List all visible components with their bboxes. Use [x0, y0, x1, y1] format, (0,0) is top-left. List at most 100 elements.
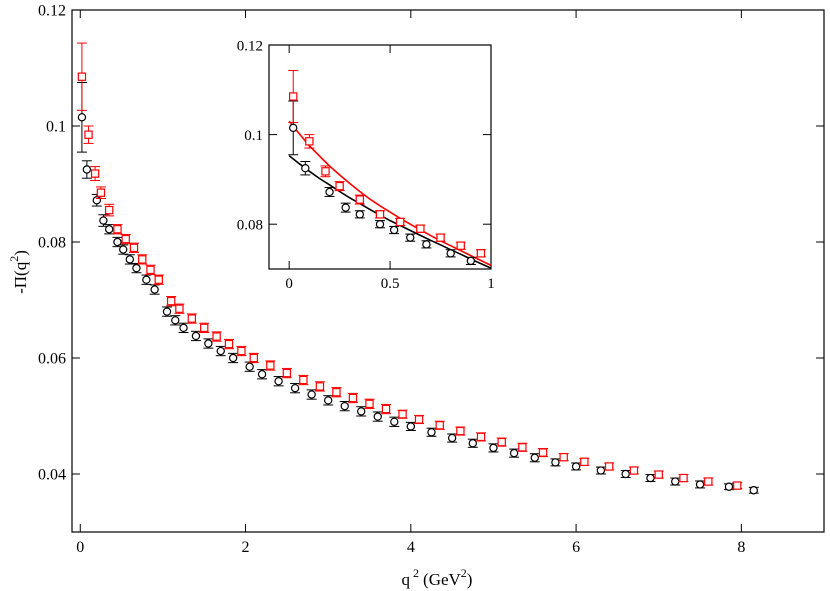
main-x-tick-label: 8 — [737, 539, 745, 556]
main-x-tick-label: 0 — [76, 539, 84, 556]
inset-x-axis: 0 0.5 1 — [285, 45, 495, 292]
main-point-square — [77, 72, 87, 81]
main-series-group — [76, 42, 759, 495]
inset-point-circle — [406, 233, 415, 242]
main-point-square — [237, 346, 246, 356]
main-point-circle — [274, 377, 283, 386]
y-axis-title-main: -Π(q — [11, 261, 30, 294]
main-point-circle — [150, 285, 159, 294]
main-point-square — [212, 332, 221, 341]
main-point-circle — [427, 428, 436, 437]
main-point-square — [266, 361, 275, 370]
main-point-circle — [373, 412, 382, 421]
inset-point-square — [321, 167, 330, 176]
main-y-axis: 0.04 0.06 0.08 0.1 0.12 — [38, 3, 824, 484]
inset-plot-frame — [268, 44, 492, 270]
main-point-square — [166, 296, 176, 306]
inset-point-square — [476, 249, 486, 258]
main-point-circle — [695, 480, 705, 489]
main-point-square — [398, 410, 407, 419]
inset-point-circle — [301, 163, 310, 173]
x-axis-title-unit: (GeV — [423, 570, 461, 589]
main-point-square — [580, 457, 589, 467]
main-point-square — [381, 404, 391, 414]
main-point-circle — [99, 216, 108, 225]
main-point-square — [348, 393, 358, 403]
main-point-square — [476, 432, 486, 442]
inset-point-square — [456, 241, 465, 250]
main-point-square — [154, 275, 163, 284]
inset-point-square — [289, 92, 298, 101]
inset-point-circle — [355, 210, 365, 219]
inset-point-circle — [325, 187, 334, 197]
main-y-tick-label: 0.04 — [38, 467, 66, 484]
main-point-circle — [307, 390, 316, 399]
main-point-square — [365, 399, 374, 409]
x-axis-title-sup: 2 — [413, 566, 419, 580]
inset-x-tick-label: 0.5 — [381, 276, 400, 292]
inset-point-circle — [446, 249, 455, 258]
main-point-circle — [119, 245, 128, 254]
main-point-square — [138, 255, 147, 264]
main-point-circle — [671, 477, 680, 486]
main-y-tick-label: 0.06 — [38, 351, 66, 368]
main-point-square — [299, 375, 308, 385]
main-point-circle — [113, 237, 122, 247]
inset-fit-line — [288, 155, 492, 269]
main-point-circle — [82, 165, 92, 174]
inset-point-square — [395, 217, 405, 227]
main-point-circle — [191, 331, 201, 341]
main-point-circle — [357, 407, 366, 416]
main-point-circle — [571, 462, 581, 471]
main-point-square — [90, 169, 100, 178]
main-point-square — [315, 382, 325, 391]
inset-point-circle — [422, 240, 431, 249]
inset-y-tick-label: 0.08 — [237, 217, 263, 233]
main-y-tick-label: 0.08 — [38, 235, 66, 252]
main-point-circle — [77, 113, 87, 122]
main-point-square — [113, 225, 122, 234]
inset-y-tick-label: 0.12 — [237, 38, 263, 54]
main-point-circle — [340, 401, 349, 411]
main-point-circle — [162, 307, 172, 316]
main-point-circle — [179, 323, 188, 333]
main-plot-frame — [71, 9, 825, 533]
main-point-circle — [228, 353, 238, 363]
main-point-square — [200, 323, 209, 333]
inset-x-tick-label: 1 — [487, 276, 495, 292]
main-point-square — [679, 473, 688, 483]
main-point-circle — [171, 316, 180, 325]
main-point-square — [187, 314, 197, 323]
x-axis-title-unit-close: ) — [467, 570, 473, 589]
inset-y-axis: 0.08 0.1 0.12 — [237, 38, 491, 233]
main-point-square — [629, 466, 639, 475]
main-x-tick-label: 6 — [572, 539, 580, 556]
main-point-circle — [468, 439, 477, 448]
main-point-square — [497, 437, 506, 447]
main-point-square — [456, 426, 465, 436]
main-point-circle — [509, 448, 519, 458]
main-point-square — [129, 243, 139, 252]
main-point-circle — [406, 422, 416, 431]
inset-point-square — [436, 233, 445, 242]
main-point-square — [414, 415, 424, 424]
main-point-circle — [551, 458, 560, 467]
inset-point-square — [305, 137, 314, 146]
main-point-square — [104, 205, 114, 215]
inset-point-square — [375, 210, 385, 219]
main-point-circle — [447, 433, 457, 443]
main-y-tick-label: 0.12 — [38, 3, 66, 20]
main-point-square — [654, 470, 663, 479]
main-point-circle — [104, 225, 114, 234]
y-axis-title-close: ) — [11, 250, 30, 256]
main-point-circle — [245, 362, 254, 371]
main-point-square — [175, 304, 184, 313]
x-axis-title-unit-sup: 2 — [461, 566, 467, 580]
main-point-circle — [142, 275, 151, 284]
inset-point-circle — [375, 219, 385, 229]
inset-x-tick-label: 0 — [285, 276, 293, 292]
main-x-tick-label: 4 — [407, 539, 415, 556]
main-point-square — [121, 234, 130, 244]
main-x-tick-label: 2 — [242, 539, 250, 556]
